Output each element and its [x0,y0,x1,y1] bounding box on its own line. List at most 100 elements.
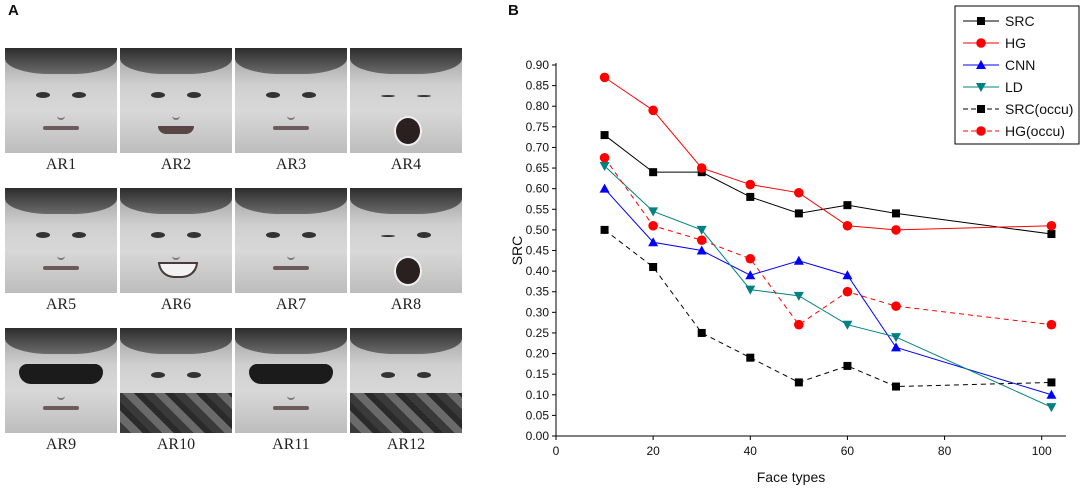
data-point-hg-occu [794,319,804,330]
y-tick-label: 0.50 [526,223,550,237]
data-point-src-occu [1047,378,1056,387]
face-label: AR7 [275,296,307,313]
series-line-hg-occu [604,157,1052,326]
legend-label-cnn: CNN [1005,57,1035,73]
data-point-hg [794,187,804,198]
face-label: AR11 [272,436,310,453]
x-tick-label: 60 [841,444,855,458]
face-label: AR6 [160,296,192,313]
face-photo [350,48,462,153]
data-point-hg [696,163,707,173]
x-tick-label: 100 [1032,444,1052,458]
face-image-ar5: AR5 [5,188,117,314]
y-tick-label: 0.65 [526,161,550,175]
data-point-cnn [793,255,804,265]
face-label: AR5 [45,296,77,313]
series-line-src [604,134,1052,235]
legend-label-hg: HG [1005,35,1026,51]
series-line-ld [604,165,1052,408]
data-point-hg [891,225,901,235]
data-point-src-occu [892,382,900,391]
data-point-cnn [842,270,853,280]
legend-label-src-occu: SRC(occu) [1005,101,1073,117]
legend-box [954,5,1080,145]
data-point-hg-occu [745,253,756,264]
panel-b-label: B [508,2,519,19]
face-label: AR3 [275,156,307,173]
data-point-src [649,168,658,177]
legend-marker-src-occu [977,105,985,113]
legend-label-ld: LD [1005,79,1023,95]
face-image-ar7: AR7 [235,188,347,314]
data-point-src [892,209,900,218]
data-point-src-occu [746,353,755,362]
face-image-ar2: AR2 [120,48,232,174]
legend-label-hg-occu: HG(occu) [1005,123,1065,139]
face-image-ar3: AR3 [235,48,347,174]
data-point-cnn [599,183,610,193]
legend-marker-cnn [976,60,986,69]
face-label: AR12 [386,436,426,453]
data-point-ld [648,207,659,217]
face-photo [5,328,117,433]
data-point-cnn [1046,389,1057,399]
data-point-src [746,192,755,201]
face-image-ar8: AR8 [350,188,462,314]
data-point-ld [745,285,756,295]
y-tick-label: 0.55 [526,202,550,216]
legend-marker-src [977,17,985,25]
face-label: AR4 [390,156,422,173]
legend-label-src: SRC [1005,13,1035,29]
data-point-src [1047,230,1056,239]
y-tick-label: 0.20 [526,347,550,361]
y-tick-label: 0.45 [526,244,550,258]
face-label: AR1 [45,156,77,173]
face-image-ar4: AR4 [350,48,462,174]
data-point-ld [1046,403,1057,413]
face-label: AR9 [45,436,77,453]
x-axis-title: Face types [757,469,825,485]
data-point-hg [599,72,610,83]
face-image-ar9: AR9 [5,328,117,454]
data-point-src-occu [649,262,658,271]
y-tick-label: 0.25 [526,326,550,340]
data-point-src-occu [843,361,852,370]
x-tick-label: 80 [938,444,952,458]
data-point-src [794,209,803,218]
data-point-hg-occu [648,220,658,231]
face-photo [5,188,117,293]
data-point-src [843,201,852,210]
y-tick-label: 0.15 [526,367,550,381]
y-tick-label: 0.90 [526,58,550,72]
face-label: AR2 [160,156,192,173]
y-tick-label: 0.10 [526,388,550,402]
data-point-hg [842,220,853,231]
data-point-cnn [648,237,659,247]
y-tick-label: 0.40 [526,264,550,278]
legend-marker-hg [976,38,986,48]
data-point-ld [842,320,853,330]
x-tick-label: 0 [553,444,560,458]
x-tick-label: 40 [744,444,758,458]
y-tick-label: 0.00 [526,429,550,443]
face-photo [235,188,347,293]
face-image-ar11: AR11 [235,328,347,454]
face-label: AR8 [390,296,422,313]
series-line-src-occu [604,229,1052,388]
face-image-ar6: AR6 [120,188,232,314]
data-point-cnn [891,342,901,352]
y-tick-label: 0.05 [526,408,550,422]
data-point-hg [745,179,756,190]
data-point-src-occu [794,378,803,387]
data-point-src [600,131,609,140]
data-point-ld [696,225,707,235]
face-photo [5,48,117,153]
face-image-ar10: AR10 [120,328,232,454]
face-photo [120,48,232,153]
data-point-hg [1046,220,1057,231]
panel-a-label: A [8,2,19,19]
face-photo [235,48,347,153]
data-point-hg-occu [891,301,901,311]
face-label: AR10 [156,436,196,453]
face-photo [235,328,347,433]
